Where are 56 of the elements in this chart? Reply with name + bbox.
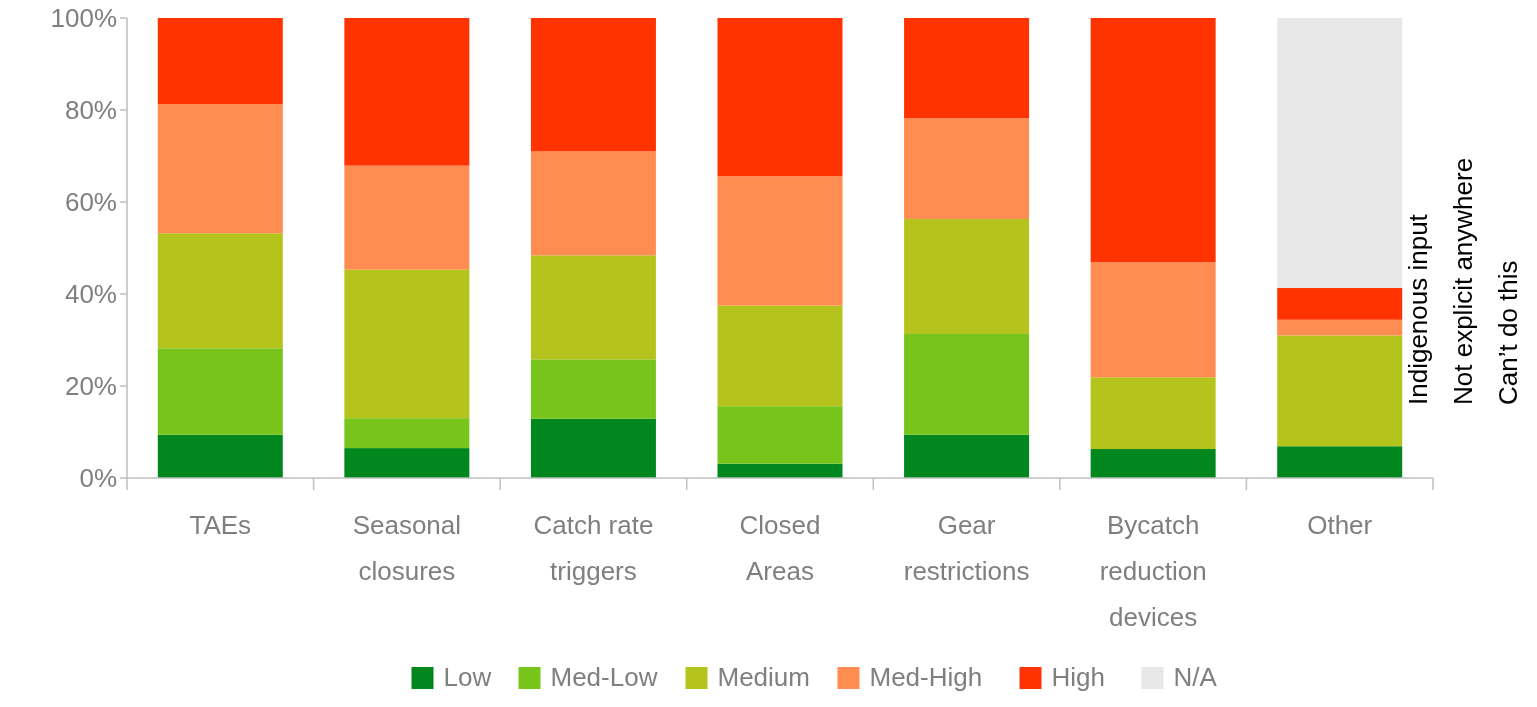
- bar: [717, 305, 843, 407]
- y-tick-label: 100%: [50, 3, 117, 34]
- bar: [344, 18, 470, 166]
- bar: [904, 118, 1030, 220]
- text: Not explicit anywhere: [1448, 157, 1478, 405]
- bar: [157, 348, 283, 435]
- legend-label: Medium: [717, 662, 810, 692]
- bar: [344, 418, 470, 449]
- legend-label: Med-High: [869, 662, 983, 692]
- bar: [717, 463, 843, 478]
- bar: [157, 233, 283, 349]
- x-tick-label: Closed Areas: [739, 510, 821, 586]
- bar: [157, 434, 283, 478]
- x-tick-label: Seasonal closures: [352, 510, 462, 586]
- bar: [1090, 377, 1216, 450]
- bar: [717, 18, 843, 177]
- y-tick-label: 0%: [79, 463, 117, 494]
- bar: [1277, 335, 1403, 447]
- x-tick-label: Catch rate triggers: [533, 510, 654, 586]
- bar: [344, 269, 470, 419]
- bar: [717, 406, 843, 464]
- bar: [1090, 449, 1216, 478]
- bar: [904, 219, 1030, 335]
- bar: [157, 104, 283, 234]
- bar: [1090, 18, 1216, 263]
- bar: [904, 434, 1030, 478]
- bar: [1277, 288, 1403, 320]
- bar: [157, 18, 283, 105]
- y-tick-label: 80%: [64, 95, 117, 126]
- bar: [904, 334, 1030, 435]
- bar: [530, 255, 656, 360]
- legend-label: Med-Low: [550, 662, 658, 692]
- bar: [904, 18, 1030, 119]
- bar: [1277, 446, 1403, 478]
- bar: [530, 359, 656, 419]
- bar: [1090, 262, 1216, 378]
- bar: [1277, 18, 1403, 289]
- y-tick-label: 40%: [64, 279, 117, 310]
- legend-label: High: [1051, 662, 1105, 692]
- bar: [344, 448, 470, 478]
- bar: [530, 18, 656, 152]
- bar: [344, 165, 470, 270]
- legend-label: N/A: [1173, 662, 1218, 692]
- annotation: Indigenous input: [1403, 213, 1433, 405]
- x-tick-label: TAEs: [189, 510, 252, 540]
- x-tick-label: Bycatch reduction devices: [1099, 510, 1207, 632]
- x-tick-label: Other: [1307, 510, 1373, 540]
- x-tick-label: Gear restrictions: [903, 510, 1030, 586]
- bar: [1277, 319, 1403, 336]
- y-tick-label: 20%: [64, 371, 117, 402]
- legend-label: Low: [443, 662, 492, 692]
- y-tick-label: 60%: [64, 187, 117, 218]
- text: Can’t do this: [1493, 260, 1523, 405]
- bar: [530, 151, 656, 256]
- bar: [530, 418, 656, 478]
- bar: [717, 176, 843, 306]
